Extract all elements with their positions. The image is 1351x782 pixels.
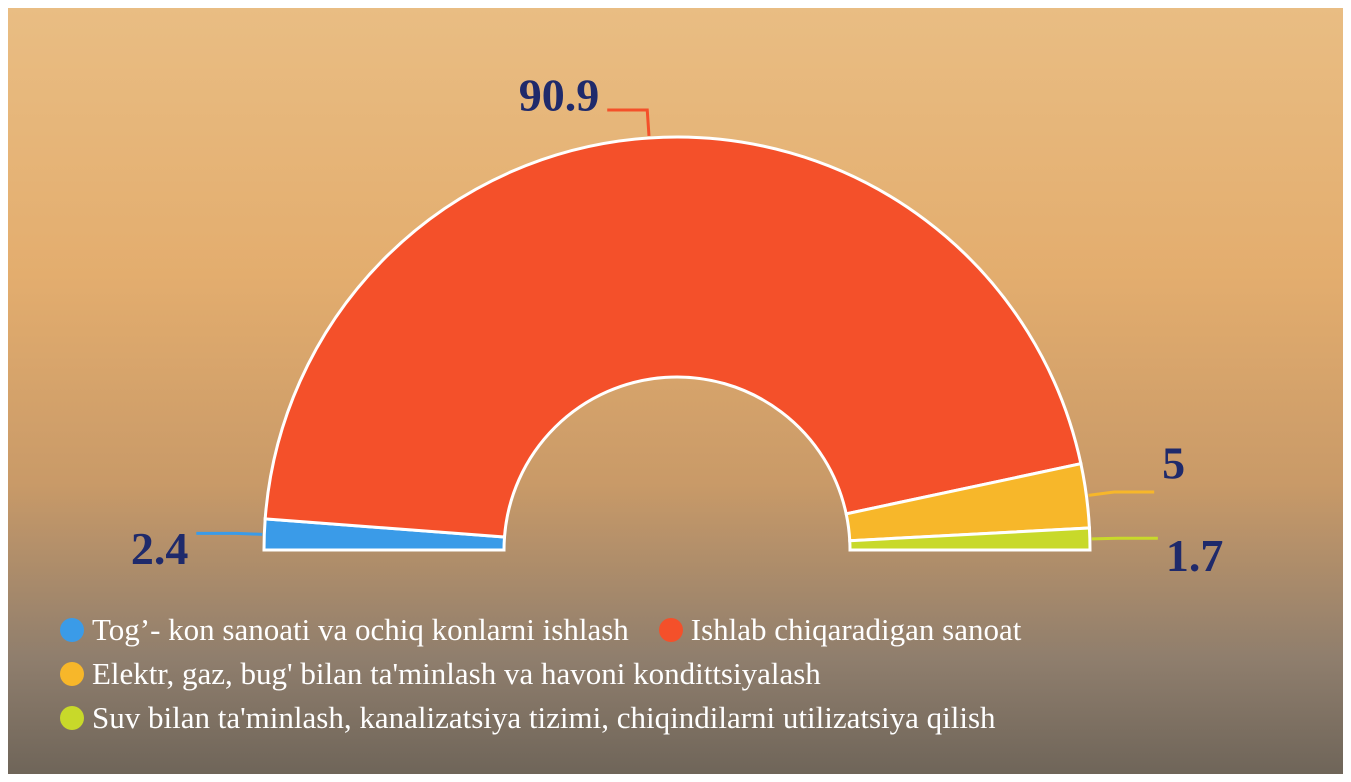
leader-line bbox=[1092, 538, 1158, 539]
legend-label: Suv bilan ta'minlash, kanalizatsiya tizi… bbox=[92, 696, 996, 740]
legend-label: Ishlab chiqaradigan sanoat bbox=[691, 608, 1022, 652]
slice bbox=[265, 137, 1081, 537]
legend-label: Tog’- kon sanoati va ochiq konlarni ishl… bbox=[92, 608, 629, 652]
leader-line bbox=[1088, 492, 1154, 495]
leader-line bbox=[196, 533, 262, 534]
value-label: 5 bbox=[1162, 438, 1185, 489]
legend-item: Elektr, gaz, bug' bilan ta'minlash va ha… bbox=[60, 652, 821, 696]
legend: Tog’- kon sanoati va ochiq konlarni ishl… bbox=[60, 608, 1320, 740]
leader-line bbox=[607, 110, 649, 136]
legend-marker bbox=[60, 662, 84, 686]
value-label: 2.4 bbox=[131, 523, 189, 574]
legend-label: Elektr, gaz, bug' bilan ta'minlash va ha… bbox=[92, 652, 821, 696]
legend-item: Tog’- kon sanoati va ochiq konlarni ishl… bbox=[60, 608, 629, 652]
value-label: 1.7 bbox=[1166, 530, 1224, 581]
legend-item: Ishlab chiqaradigan sanoat bbox=[659, 608, 1022, 652]
value-label: 90.9 bbox=[519, 70, 600, 121]
legend-item: Suv bilan ta'minlash, kanalizatsiya tizi… bbox=[60, 696, 996, 740]
legend-marker bbox=[659, 618, 683, 642]
legend-marker bbox=[60, 618, 84, 642]
legend-marker bbox=[60, 706, 84, 730]
chart-background: 2.4 90.9 5 1.7 Tog’- kon sanoati va ochiq k… bbox=[8, 8, 1343, 774]
